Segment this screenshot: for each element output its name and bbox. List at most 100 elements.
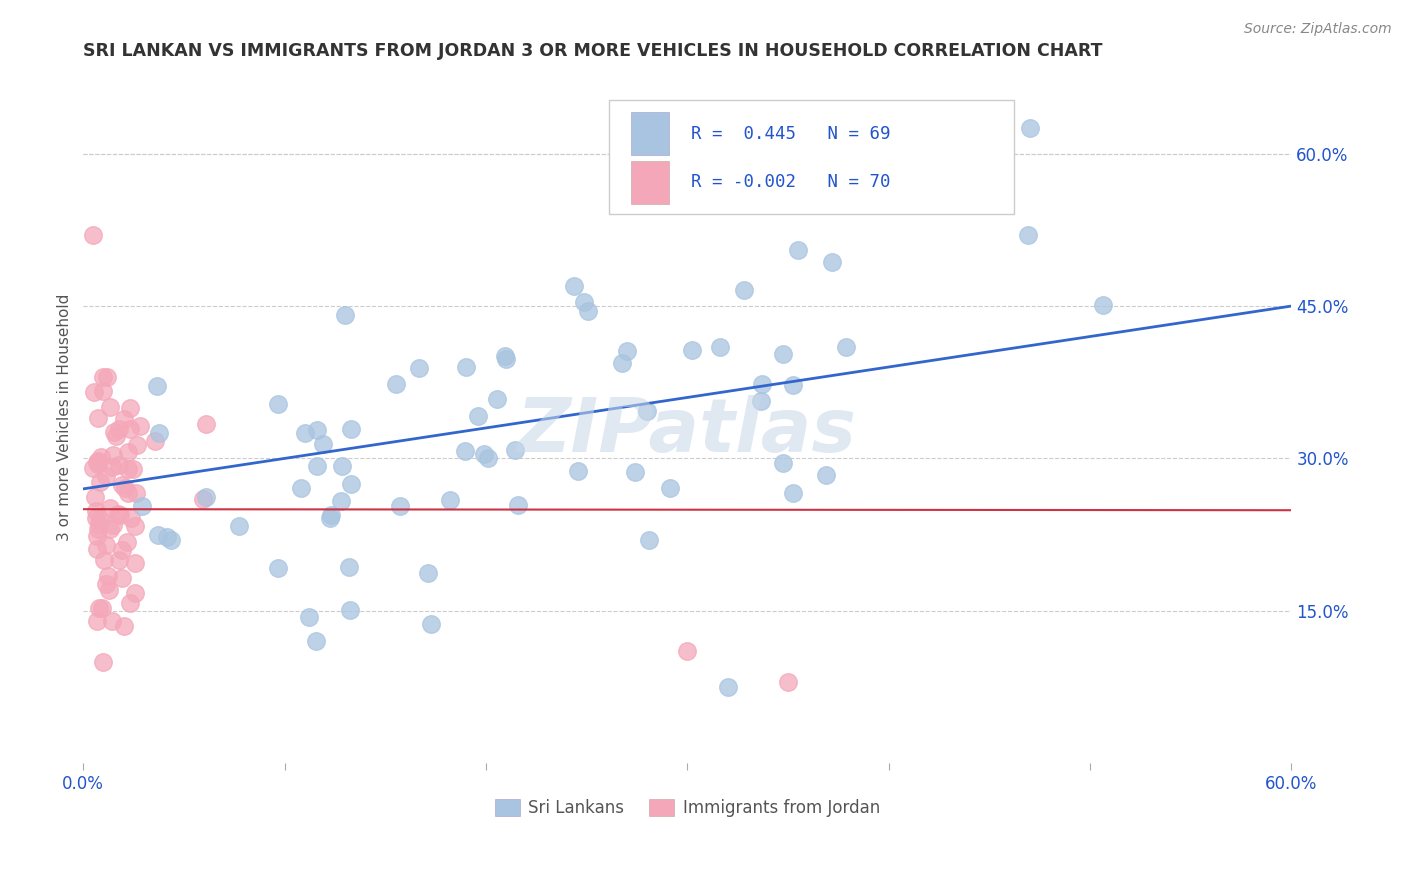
Point [485,392,508,406]
Point [1091,298,1114,312]
Point [290,481,312,495]
Point [98,500,121,515]
Point [815,468,838,483]
Point [87,601,110,615]
Point [339,602,361,616]
Point [121,462,143,476]
Point [124,556,146,570]
Point [389,499,412,513]
Point [131,499,153,513]
Text: R =  0.445   N = 69: R = 0.445 N = 69 [690,125,890,143]
Point [84,504,107,518]
Text: ZIPatlas: ZIPatlas [517,395,858,468]
Point [776,674,799,689]
FancyBboxPatch shape [609,100,1014,214]
Point [94,538,117,552]
Point [86,454,108,468]
Point [467,409,489,423]
Point [408,360,430,375]
Point [495,352,517,367]
Point [330,458,353,473]
Point [312,437,335,451]
Point [93,384,115,399]
Point [624,465,647,479]
Point [456,359,478,374]
Point [83,384,105,399]
Point [508,498,530,512]
Point [93,553,115,567]
Point [329,494,352,508]
Point [681,343,703,357]
Point [124,586,146,600]
Point [610,356,633,370]
Point [1018,121,1040,136]
Point [772,347,794,361]
Point [821,255,844,269]
Point [305,423,328,437]
Point [472,447,495,461]
FancyBboxPatch shape [631,112,669,155]
Point [107,553,129,567]
Point [717,680,740,694]
Point [319,511,342,525]
Point [416,566,439,581]
Point [103,425,125,440]
Point [117,462,139,476]
Point [749,394,772,409]
Point [129,418,152,433]
Point [146,379,169,393]
Text: Source: ZipAtlas.com: Source: ZipAtlas.com [1244,22,1392,37]
Point [91,600,114,615]
Text: SRI LANKAN VS IMMIGRANTS FROM JORDAN 3 OR MORE VEHICLES IN HOUSEHOLD CORRELATION: SRI LANKAN VS IMMIGRANTS FROM JORDAN 3 O… [83,42,1102,60]
Point [503,442,526,457]
Point [772,456,794,470]
Point [494,349,516,363]
Point [93,655,115,669]
Text: R = -0.002   N = 70: R = -0.002 N = 70 [690,173,890,191]
Point [305,634,328,648]
Point [89,512,111,526]
Legend: Sri Lankans, Immigrants from Jordan: Sri Lankans, Immigrants from Jordan [488,792,887,824]
Point [195,417,218,431]
Point [98,522,121,536]
Point [127,438,149,452]
Point [86,614,108,628]
Point [572,295,595,310]
Point [89,475,111,489]
Point [90,450,112,465]
Point [86,511,108,525]
Point [114,481,136,495]
Point [86,541,108,556]
Point [439,493,461,508]
Point [100,459,122,474]
Point [305,458,328,473]
Point [337,560,360,574]
Point [782,377,804,392]
Point [97,569,120,583]
Point [104,429,127,443]
Point [638,533,661,548]
Point [1017,227,1039,242]
Point [94,576,117,591]
Point [733,283,755,297]
Point [454,444,477,458]
Point [94,469,117,483]
Point [86,528,108,542]
Point [333,308,356,322]
Point [419,617,441,632]
Point [659,481,682,495]
Point [228,519,250,533]
Point [112,412,135,426]
Point [120,596,142,610]
Point [267,397,290,411]
Point [195,490,218,504]
Point [156,530,179,544]
Point [340,422,363,436]
Point [636,404,658,418]
Point [98,400,121,414]
Point [93,370,115,384]
Point [83,490,105,504]
Point [146,528,169,542]
Point [111,542,134,557]
Point [124,519,146,533]
